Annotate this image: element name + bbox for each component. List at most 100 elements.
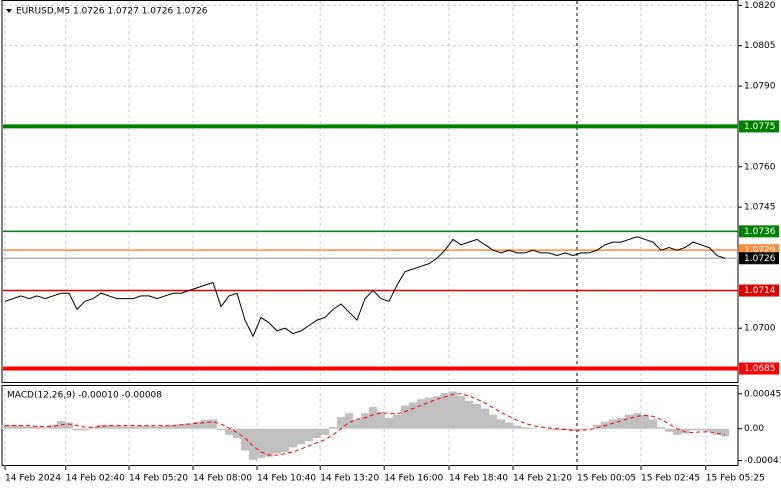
macd-bar — [457, 396, 465, 429]
y-tick-label: 1.0745 — [744, 203, 776, 213]
level-label-box — [739, 120, 779, 133]
macd-bar — [105, 424, 113, 429]
level-label: 1.0726 — [744, 254, 776, 264]
x-tick-label: 14 Feb 21:20 — [513, 474, 572, 484]
macd-bar — [641, 414, 649, 429]
signal-line — [5, 393, 726, 456]
macd-bar — [353, 419, 361, 429]
macd-bar — [529, 427, 537, 429]
macd-bar — [409, 402, 417, 429]
y-tick-label: 0.00045 — [744, 389, 781, 399]
y-tick-label: -0.00041 — [744, 456, 781, 466]
macd-bar — [97, 424, 105, 429]
macd-bar — [433, 396, 441, 429]
macd-bar — [681, 428, 689, 434]
macd-bar — [577, 428, 585, 431]
macd-bar — [9, 424, 17, 429]
macd-bar — [337, 417, 345, 429]
macd-title: MACD(12,26,9) -0.00010 -0.00008 — [7, 391, 162, 401]
y-tick-label: 0.00 — [744, 424, 764, 434]
level-label-box — [739, 284, 779, 297]
macd-bar — [481, 408, 489, 429]
level-label: 1.0729 — [744, 246, 776, 256]
macd-bar — [473, 403, 481, 429]
macd-bar — [209, 419, 217, 429]
macd-bar — [553, 428, 561, 431]
macd-bar — [289, 428, 297, 448]
macd-bar — [113, 425, 121, 429]
macd-bar — [393, 414, 401, 429]
y-tick-label: 1.0820 — [744, 1, 776, 11]
main-pane-border — [1, 0, 739, 383]
x-tick-label: 14 Feb 2024 — [5, 474, 61, 484]
x-tick-label: 15 Feb 00:05 — [577, 474, 636, 484]
macd-bar — [497, 419, 505, 429]
macd-bar — [633, 413, 641, 429]
macd-bar — [377, 411, 385, 429]
y-tick-label: 1.0805 — [744, 41, 776, 51]
macd-bar — [689, 428, 697, 431]
macd-bar — [521, 427, 529, 429]
macd-bar — [385, 417, 393, 429]
macd-bar — [1, 424, 9, 429]
macd-bar — [425, 397, 433, 429]
macd-bar — [177, 424, 185, 429]
x-tick-label: 14 Feb 08:00 — [193, 474, 252, 484]
macd-bar — [417, 399, 425, 429]
macd-bar — [241, 428, 249, 451]
macd-bar — [441, 392, 449, 429]
macd-bar — [185, 423, 193, 429]
macd-bar — [121, 426, 129, 429]
macd-bar — [593, 424, 601, 429]
macd-bar — [257, 428, 265, 459]
macd-bar — [617, 417, 625, 429]
x-tick-label: 14 Feb 02:40 — [66, 474, 125, 484]
macd-bar — [465, 400, 473, 429]
macd-bar — [697, 428, 705, 431]
x-tick-label: 15 Feb 05:25 — [706, 474, 765, 484]
macd-bar — [297, 428, 305, 445]
macd-bar — [625, 414, 633, 429]
y-tick-label: 1.0700 — [744, 324, 776, 334]
macd-bar — [569, 428, 577, 432]
macd-bar — [329, 427, 337, 429]
macd-bar — [673, 428, 681, 435]
macd-bar — [273, 428, 281, 454]
macd-bar — [721, 428, 729, 437]
x-tick-label: 14 Feb 18:40 — [449, 474, 508, 484]
macd-bar — [201, 420, 209, 429]
level-label-box — [739, 225, 779, 238]
macd-bar — [305, 428, 313, 442]
symbol-menu-icon[interactable] — [6, 9, 12, 13]
macd-bar — [489, 414, 497, 429]
macd-bar — [369, 406, 377, 429]
macd-bar — [609, 419, 617, 429]
level-label: 1.0685 — [744, 364, 776, 374]
macd-bar — [513, 425, 521, 429]
macd-bar — [49, 424, 57, 429]
x-tick-label: 14 Feb 16:00 — [384, 474, 443, 484]
x-tick-label: 15 Feb 02:45 — [641, 474, 700, 484]
level-label: 1.0714 — [744, 286, 776, 296]
macd-bar — [129, 426, 137, 429]
level-label-box — [739, 252, 779, 265]
macd-bar — [401, 405, 409, 429]
macd-bar — [25, 426, 33, 429]
macd-bar — [137, 425, 145, 429]
chart-title: EURUSD,M5 1.0726 1.0727 1.0726 1.0726 — [16, 7, 208, 17]
macd-bar — [89, 427, 97, 429]
macd-bar — [345, 413, 353, 429]
macd-bar — [705, 428, 713, 432]
macd-bar — [657, 427, 665, 429]
x-tick-label: 14 Feb 10:40 — [257, 474, 316, 484]
level-label: 1.0775 — [744, 122, 776, 132]
macd-bar — [713, 428, 721, 435]
macd-bar — [153, 426, 161, 429]
macd-bar — [321, 428, 329, 435]
x-tick-label: 14 Feb 13:20 — [320, 474, 379, 484]
macd-bar — [169, 424, 177, 429]
macd-bar — [545, 428, 553, 430]
macd-bar — [33, 426, 41, 429]
macd-bar — [193, 421, 201, 429]
